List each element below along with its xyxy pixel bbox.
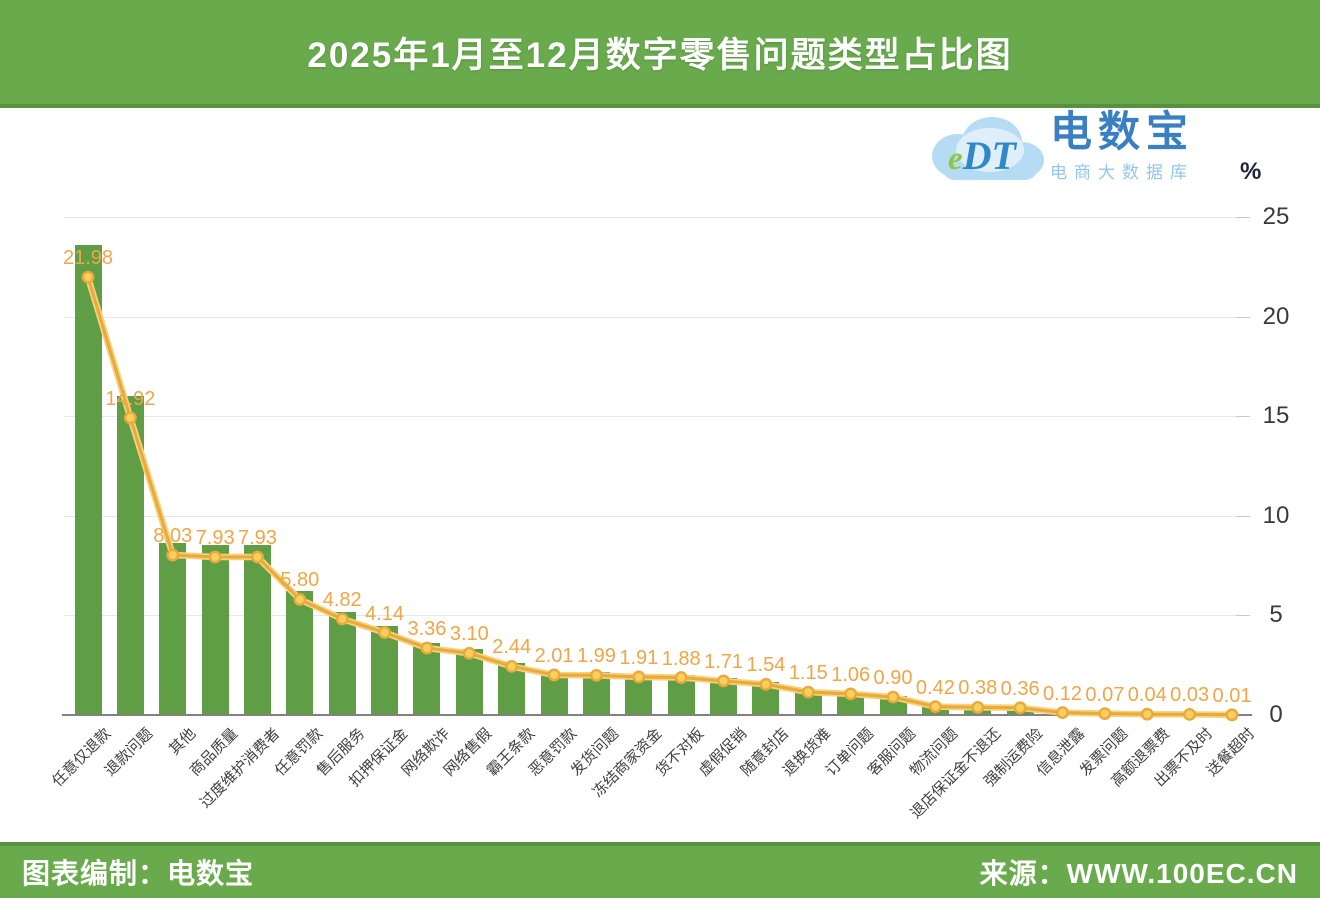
x-axis-line: [62, 714, 1252, 716]
value-label: 0.90: [873, 667, 913, 690]
value-label: 0.04: [1127, 684, 1167, 707]
bar: [371, 626, 399, 715]
y-axis-tick: [1236, 217, 1250, 218]
y-axis-tick: [1236, 515, 1250, 517]
bar: [455, 648, 483, 715]
value-label: 0.01: [1212, 684, 1252, 707]
bar: [328, 611, 356, 715]
y-axis-tick: [1236, 615, 1250, 617]
value-label: 1.06: [831, 663, 871, 686]
y-axis-tick: [1236, 416, 1250, 418]
value-label: 0.38: [958, 677, 998, 700]
brand-name: 电数宝: [1050, 108, 1195, 155]
value-label: 1.15: [788, 662, 828, 685]
bar: [116, 395, 144, 715]
value-label: 0.03: [1170, 684, 1210, 707]
bar: [794, 690, 822, 715]
gridline: [64, 515, 1248, 517]
bar: [582, 672, 610, 715]
bar: [752, 682, 780, 715]
y-axis-tick: [1236, 316, 1250, 318]
value-label: 1.71: [704, 650, 744, 673]
value-label: 7.93: [238, 527, 277, 550]
bar: [413, 643, 441, 715]
gridline: [64, 316, 1248, 318]
cloud-logo-icon: [932, 117, 1044, 180]
footer-credit: 图表编制：电数宝: [22, 858, 255, 889]
bar: [667, 674, 695, 715]
value-label: 4.14: [365, 602, 405, 625]
bar: [243, 545, 271, 715]
y-axis-tick-label: 25: [1262, 203, 1290, 230]
logo-edt-text: eDT: [948, 133, 1016, 178]
value-label: 4.82: [322, 588, 362, 611]
value-label: 3.36: [407, 618, 447, 641]
bar: [540, 671, 568, 715]
chart-header-band: 2025年1月至12月数字零售问题类型占比图: [0, 0, 1320, 108]
value-label: 8.03: [153, 525, 193, 548]
value-label: 1.88: [661, 647, 701, 670]
bar: [286, 590, 314, 715]
value-label: 7.93: [195, 527, 235, 550]
value-label: 1.54: [746, 654, 786, 677]
bar: [837, 692, 865, 715]
y-axis-tick-label: 20: [1262, 302, 1290, 330]
value-label: 0.36: [1000, 677, 1040, 700]
footer-source: 来源：WWW.100EC.CN: [979, 858, 1298, 889]
value-label: 0.07: [1085, 683, 1125, 706]
value-label: 2.44: [492, 636, 532, 659]
value-label: 1.99: [576, 645, 616, 668]
value-label: 3.10: [449, 623, 489, 646]
brand-logo: eDT 电数宝 电商大数据库: [932, 108, 1308, 196]
bar: [879, 695, 907, 715]
y-axis-tick-label: 15: [1262, 402, 1290, 430]
value-label: 21.98: [62, 247, 114, 270]
y-axis-tick-label: 5: [1269, 601, 1283, 629]
category-label: 其他: [165, 725, 199, 759]
y-axis-tick-label: 0: [1269, 701, 1283, 728]
gridline: [64, 217, 1248, 218]
value-label: 1.91: [619, 646, 659, 669]
chart-footer-band: 图表编制：电数宝 来源：WWW.100EC.CN: [0, 842, 1320, 898]
gridline: [64, 416, 1248, 418]
value-label: 0.12: [1043, 682, 1082, 705]
value-label: 14.92: [105, 387, 156, 410]
value-label: 0.42: [915, 676, 955, 699]
bar: [74, 244, 102, 715]
gridline: [64, 615, 1248, 617]
category-label: 任意仅退款: [49, 725, 115, 791]
value-label: 2.01: [534, 644, 574, 667]
bar: [710, 678, 738, 715]
brand-subtitle: 电商大数据库: [1050, 163, 1194, 182]
page-title: 2025年1月至12月数字零售问题类型占比图: [307, 35, 1013, 75]
bar: [201, 545, 229, 715]
bar: [498, 662, 526, 715]
y-axis-tick-label: 10: [1262, 501, 1290, 529]
y-axis-unit-label: %: [1240, 158, 1262, 185]
bar: [625, 674, 653, 715]
bar: [159, 543, 187, 715]
value-label: 5.80: [280, 569, 320, 592]
